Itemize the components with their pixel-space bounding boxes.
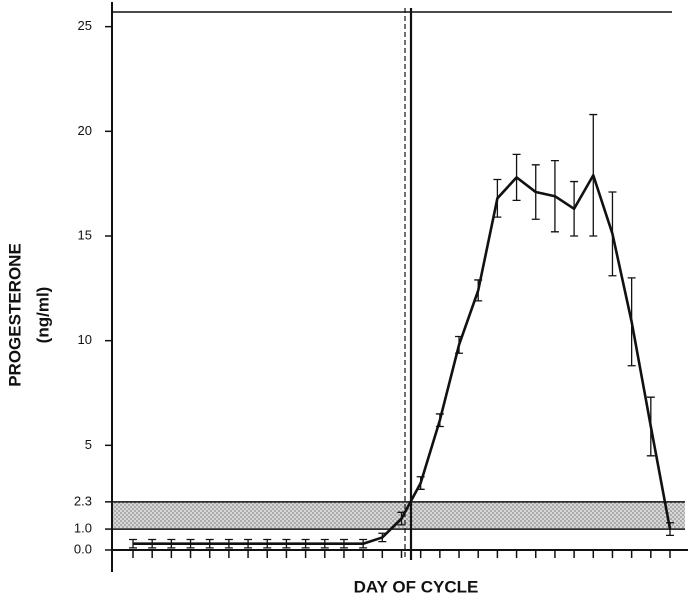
y-tick-label: 2.3 (74, 493, 92, 508)
error-bar (570, 180, 579, 237)
error-bar (608, 191, 617, 277)
y-tick-label: 10 (78, 332, 92, 347)
y-axis-label: PROGESTERONE (5, 243, 24, 387)
error-bar (589, 113, 598, 237)
error-bar (129, 538, 137, 549)
error-bar (148, 538, 157, 549)
error-bar (282, 538, 291, 549)
error-bar (224, 538, 233, 549)
error-bar (646, 396, 655, 457)
error-bar (416, 476, 425, 490)
y-tick-label: 20 (78, 123, 92, 138)
error-bar (435, 413, 444, 428)
x-axis-label: DAY OF CYCLE (354, 577, 479, 596)
error-bar (205, 538, 214, 549)
y-tick-label: 0.0 (74, 541, 92, 556)
y-tick-label: 5 (85, 437, 92, 452)
error-bar (550, 159, 559, 233)
error-bar (531, 164, 540, 220)
y-axis-label: (ng/ml) (33, 287, 52, 344)
error-bar (167, 538, 176, 549)
error-bar (397, 511, 406, 526)
error-bar (301, 538, 310, 549)
y-tick-label: 15 (78, 227, 92, 242)
error-bar (474, 279, 483, 302)
error-bar (455, 335, 464, 354)
error-bar (263, 538, 272, 549)
error-bar (244, 538, 253, 549)
error-bar (339, 538, 348, 549)
error-bar (320, 538, 329, 549)
error-bar (666, 522, 674, 536)
error-bar (493, 178, 502, 218)
data-line (133, 173, 672, 546)
y-tick-label: 1.0 (74, 521, 92, 536)
error-bar (359, 538, 368, 549)
error-bar (378, 532, 387, 543)
error-bar (186, 538, 195, 549)
y-tick-label: 25 (78, 18, 92, 33)
error-bar (627, 277, 636, 367)
error-bar (512, 153, 521, 202)
